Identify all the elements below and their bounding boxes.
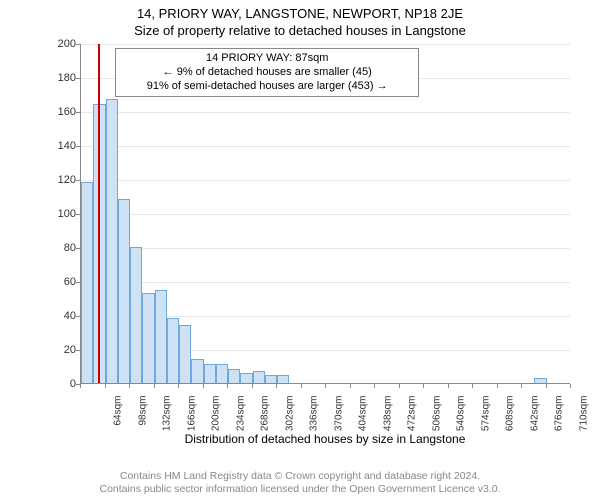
histogram-bar [191,359,203,383]
ytick-label: 140 [40,140,76,152]
xtick-label: 608sqm [505,396,516,436]
histogram-bar [106,99,118,383]
histogram-bar [277,375,289,384]
xtick-label: 64sqm [113,396,124,436]
subtitle-line: Size of property relative to detached ho… [0,23,600,38]
histogram-bar [155,290,167,384]
xtick-label: 676sqm [554,396,565,436]
ytick-label: 160 [40,106,76,118]
xtick-label: 234sqm [235,396,246,436]
footer: Contains HM Land Registry data © Crown c… [0,470,600,496]
histogram-bar [130,247,142,383]
xtick-label: 370sqm [333,396,344,436]
xtick-label: 540sqm [456,396,467,436]
ytick-label: 180 [40,72,76,84]
xtick-label: 710sqm [578,396,589,436]
histogram-bar [228,369,240,383]
ytick-label: 60 [40,276,76,288]
histogram-bar [204,364,216,383]
xtick-label: 404sqm [358,396,369,436]
footer-line-1: Contains HM Land Registry data © Crown c… [0,470,600,483]
plot-region: 14 PRIORY WAY: 87sqm← 9% of detached hou… [80,44,570,384]
annotation-box: 14 PRIORY WAY: 87sqm← 9% of detached hou… [115,48,419,97]
histogram-bar [118,199,130,383]
histogram-bar [179,325,191,383]
chart-area: Number of detached properties 14 PRIORY … [40,44,580,422]
reference-marker [98,44,100,383]
ytick-label: 120 [40,174,76,186]
address-line: 14, PRIORY WAY, LANGSTONE, NEWPORT, NP18… [0,6,600,21]
annotation-line: ← 9% of detached houses are smaller (45) [122,66,412,80]
histogram-bar [253,371,265,383]
ytick-label: 100 [40,208,76,220]
xtick-label: 268sqm [260,396,271,436]
ytick-label: 0 [40,378,76,390]
ytick-label: 80 [40,242,76,254]
annotation-line: 91% of semi-detached houses are larger (… [122,80,412,94]
xtick-label: 336sqm [309,396,320,436]
histogram-bar [81,182,93,383]
histogram-bar [240,373,252,383]
ytick-label: 40 [40,310,76,322]
histogram-bar [142,293,154,383]
xtick-label: 98sqm [137,396,148,436]
histogram-bar [216,364,228,383]
xtick-label: 472sqm [407,396,418,436]
ytick-label: 20 [40,344,76,356]
header: 14, PRIORY WAY, LANGSTONE, NEWPORT, NP18… [0,0,600,38]
xtick-label: 200sqm [211,396,222,436]
ytick-label: 200 [40,38,76,50]
xtick-label: 506sqm [431,396,442,436]
xtick-label: 132sqm [162,396,173,436]
histogram-bar [534,378,546,383]
xtick-label: 438sqm [382,396,393,436]
xtick-label: 642sqm [529,396,540,436]
xtick-label: 166sqm [186,396,197,436]
xtick-label: 574sqm [480,396,491,436]
footer-line-2: Contains public sector information licen… [0,483,600,496]
histogram-bar [265,375,277,384]
histogram-bar [167,318,179,383]
xtick-label: 302sqm [284,396,295,436]
annotation-line: 14 PRIORY WAY: 87sqm [122,52,412,66]
